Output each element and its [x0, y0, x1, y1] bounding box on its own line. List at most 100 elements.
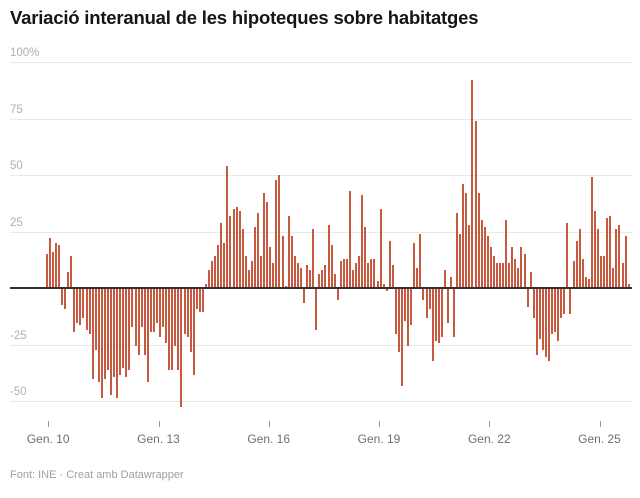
bar [189, 289, 192, 353]
bar [541, 289, 544, 350]
bar [428, 289, 431, 310]
bar [146, 289, 149, 382]
bar [483, 227, 486, 288]
bar [370, 258, 373, 288]
bar [514, 258, 517, 288]
bar [456, 213, 459, 288]
bar [244, 256, 247, 288]
bar [529, 272, 532, 288]
bar [201, 289, 204, 312]
bar [238, 211, 241, 288]
bar [76, 289, 79, 323]
bar [57, 245, 60, 288]
bar [560, 289, 563, 319]
bar [373, 258, 376, 288]
bar [440, 289, 443, 337]
bar [419, 233, 422, 288]
bar [278, 175, 281, 288]
bar [186, 289, 189, 337]
bar [590, 177, 593, 288]
bar [315, 289, 318, 330]
bar [137, 289, 140, 355]
bar [364, 227, 367, 288]
bar [266, 202, 269, 288]
bar [345, 258, 348, 288]
bar [477, 193, 480, 288]
bar [97, 289, 100, 382]
y-gridline [10, 344, 632, 346]
bar [401, 289, 403, 387]
bar [407, 289, 410, 346]
bar [450, 276, 453, 288]
bar [100, 289, 103, 398]
y-gridline [10, 118, 632, 120]
bar [232, 208, 235, 288]
bar [505, 220, 508, 288]
bar [174, 289, 177, 346]
bar [446, 289, 449, 323]
bar [333, 274, 336, 288]
x-axis-label: Gen. 16 [247, 432, 291, 446]
bar [578, 229, 581, 288]
bar [171, 289, 174, 371]
bar [342, 258, 345, 288]
x-axis-label: Gen. 13 [137, 432, 180, 446]
bar [434, 289, 437, 341]
y-axis-label: 100% [10, 47, 44, 59]
bar [192, 289, 195, 375]
bar [306, 265, 309, 288]
bar [358, 256, 361, 288]
bar [195, 289, 198, 310]
bar [486, 236, 489, 288]
bar [376, 281, 379, 288]
bar [321, 269, 324, 288]
x-axis-label: Gen. 10 [26, 432, 70, 446]
bar [397, 289, 400, 353]
bar [425, 289, 428, 319]
bar [88, 289, 91, 335]
footer-source: Font: INE · Creat amb Datawrapper [10, 469, 184, 481]
y-gridline [10, 231, 632, 233]
bar [462, 184, 465, 288]
bar [627, 283, 630, 288]
bar [253, 227, 256, 288]
bar [211, 260, 214, 288]
bar [165, 289, 168, 344]
bar [152, 289, 155, 332]
bar [128, 289, 131, 371]
bar [532, 289, 535, 319]
bar [557, 289, 560, 341]
bar [566, 222, 569, 288]
bar [324, 265, 327, 288]
bar [309, 269, 312, 288]
bar [416, 267, 419, 288]
bar [293, 256, 296, 288]
bar [465, 193, 468, 288]
bar [495, 263, 498, 288]
bar [508, 263, 511, 288]
zero-axis-line [10, 287, 632, 289]
bar [110, 289, 113, 396]
bar [603, 256, 606, 288]
x-axis-tick [268, 421, 270, 427]
bar [70, 256, 73, 288]
bar [318, 274, 321, 288]
bar [159, 289, 162, 337]
bar [223, 242, 226, 288]
bar [54, 242, 57, 288]
bar [263, 193, 266, 288]
bar [198, 289, 201, 312]
x-axis-label: Gen. 25 [578, 432, 621, 446]
bar [394, 289, 397, 335]
bar [122, 289, 125, 369]
bar [168, 289, 171, 371]
bar [257, 213, 260, 288]
y-axis-label: 50 [10, 160, 27, 172]
bar [575, 240, 578, 288]
bar [284, 285, 287, 288]
bar [85, 289, 88, 330]
bar [155, 289, 158, 323]
bar [474, 120, 477, 288]
bar [502, 263, 505, 288]
bar [269, 247, 272, 288]
